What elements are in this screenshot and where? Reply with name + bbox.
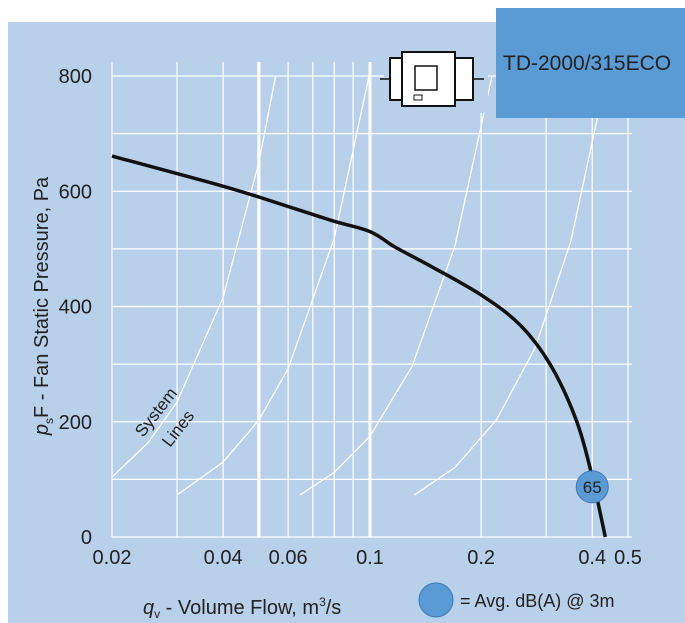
legend-text: = Avg. dB(A) @ 3m (460, 591, 615, 611)
x-axis-label: qv - Volume Flow, m3/s (143, 595, 341, 621)
chart: 02004006008000.020.040.060.10.20.40.5Sys… (0, 0, 685, 623)
x-tick-label: 0.06 (269, 547, 308, 569)
legend-symbol (419, 583, 453, 617)
x-label-text: - Volume Flow, m (160, 597, 319, 619)
y-label-text: F - Fan Static Pressure, Pa (31, 176, 53, 418)
sound-marker-label: 65 (583, 478, 602, 497)
x-tick-label: 0.1 (356, 547, 384, 569)
y-label-symbol: p (31, 424, 53, 436)
y-tick-label: 0 (81, 527, 92, 549)
x-tick-label: 0.2 (467, 547, 495, 569)
x-label-tail: /s (326, 597, 342, 619)
x-tick-label: 0.04 (204, 547, 243, 569)
page: 02004006008000.020.040.060.10.20.40.5Sys… (0, 0, 685, 623)
x-label-symbol: q (143, 597, 154, 619)
y-tick-label: 400 (59, 297, 92, 319)
x-tick-label: 0.5 (614, 547, 642, 569)
y-tick-label: 800 (59, 66, 92, 88)
x-tick-label: 0.02 (93, 547, 132, 569)
x-tick-label: 0.4 (578, 547, 606, 569)
y-axis-label: psF - Fan Static Pressure, Pa (31, 176, 56, 436)
y-tick-label: 200 (59, 412, 92, 434)
y-tick-label: 600 (59, 181, 92, 203)
fan-icon (380, 45, 488, 113)
chart-title: TD-2000/315ECO (503, 52, 671, 75)
